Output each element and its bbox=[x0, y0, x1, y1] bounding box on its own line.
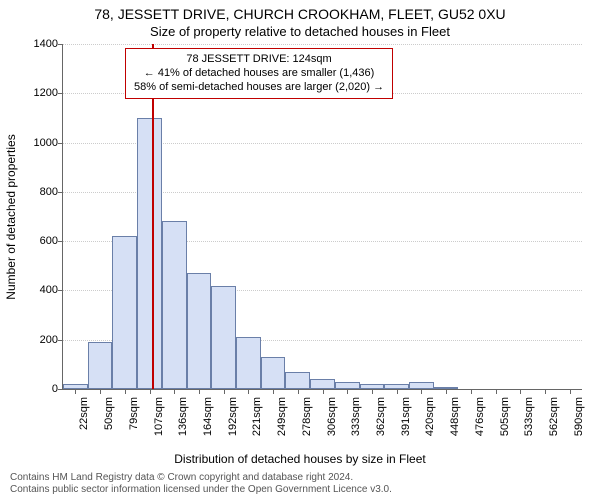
x-tick-label: 79sqm bbox=[128, 397, 140, 430]
x-axis-title: Distribution of detached houses by size … bbox=[0, 452, 600, 466]
x-tick-mark bbox=[75, 389, 76, 394]
y-tick-mark bbox=[58, 44, 63, 45]
histogram-bar bbox=[261, 357, 286, 389]
histogram-bar bbox=[187, 273, 212, 389]
chart-footer: Contains HM Land Registry data © Crown c… bbox=[10, 472, 590, 496]
x-tick-label: 362sqm bbox=[375, 397, 387, 436]
x-tick-label: 306sqm bbox=[326, 397, 338, 436]
footer-line-2: Contains public sector information licen… bbox=[10, 484, 590, 496]
y-axis-title: Number of detached properties bbox=[4, 134, 18, 299]
x-tick-mark bbox=[496, 389, 497, 394]
x-tick-label: 192sqm bbox=[227, 397, 239, 436]
x-tick-label: 420sqm bbox=[424, 397, 436, 436]
chart-subtitle: Size of property relative to detached ho… bbox=[0, 24, 600, 39]
y-tick-label: 1000 bbox=[8, 137, 58, 149]
callout-box: 78 JESSETT DRIVE: 124sqm← 41% of detache… bbox=[125, 48, 393, 99]
histogram-bar bbox=[211, 286, 236, 390]
chart-container: 78, JESSETT DRIVE, CHURCH CROOKHAM, FLEE… bbox=[0, 0, 600, 500]
histogram-bar bbox=[236, 337, 261, 389]
callout-line-1: 78 JESSETT DRIVE: 124sqm bbox=[134, 53, 384, 67]
x-tick-mark bbox=[520, 389, 521, 394]
y-tick-mark bbox=[58, 389, 63, 390]
x-tick-label: 505sqm bbox=[499, 397, 511, 436]
x-tick-label: 50sqm bbox=[103, 397, 115, 430]
x-tick-mark bbox=[372, 389, 373, 394]
x-tick-label: 249sqm bbox=[276, 397, 288, 436]
y-tick-mark bbox=[58, 93, 63, 94]
x-tick-label: 448sqm bbox=[449, 397, 461, 436]
histogram-bar bbox=[310, 379, 335, 389]
x-tick-mark bbox=[446, 389, 447, 394]
x-tick-mark bbox=[224, 389, 225, 394]
x-tick-label: 136sqm bbox=[177, 397, 189, 436]
y-tick-mark bbox=[58, 192, 63, 193]
x-tick-label: 107sqm bbox=[153, 397, 165, 436]
y-tick-label: 800 bbox=[8, 186, 58, 198]
callout-line-3: 58% of semi-detached houses are larger (… bbox=[134, 81, 384, 95]
histogram-bar bbox=[88, 342, 113, 389]
y-tick-mark bbox=[58, 143, 63, 144]
x-tick-mark bbox=[545, 389, 546, 394]
histogram-bar bbox=[137, 118, 162, 389]
y-tick-mark bbox=[58, 290, 63, 291]
chart-title: 78, JESSETT DRIVE, CHURCH CROOKHAM, FLEE… bbox=[0, 6, 600, 22]
x-tick-mark bbox=[323, 389, 324, 394]
histogram-bar bbox=[112, 236, 137, 389]
x-tick-label: 164sqm bbox=[202, 397, 214, 436]
footer-line-1: Contains HM Land Registry data © Crown c… bbox=[10, 472, 590, 484]
callout-line-2: ← 41% of detached houses are smaller (1,… bbox=[134, 67, 384, 81]
histogram-bar bbox=[285, 372, 310, 389]
x-tick-mark bbox=[347, 389, 348, 394]
y-tick-label: 1400 bbox=[8, 38, 58, 50]
x-tick-mark bbox=[397, 389, 398, 394]
x-tick-label: 562sqm bbox=[548, 397, 560, 436]
x-tick-label: 590sqm bbox=[573, 397, 585, 436]
y-tick-label: 600 bbox=[8, 235, 58, 247]
x-tick-label: 391sqm bbox=[400, 397, 412, 436]
x-tick-mark bbox=[273, 389, 274, 394]
histogram-bar bbox=[409, 382, 434, 389]
x-tick-label: 333sqm bbox=[350, 397, 362, 436]
plot-area: 78 JESSETT DRIVE: 124sqm← 41% of detache… bbox=[62, 44, 582, 390]
y-tick-label: 200 bbox=[8, 334, 58, 346]
x-tick-mark bbox=[421, 389, 422, 394]
y-tick-label: 0 bbox=[8, 383, 58, 395]
x-tick-label: 22sqm bbox=[78, 397, 90, 430]
x-tick-label: 278sqm bbox=[301, 397, 313, 436]
x-tick-mark bbox=[125, 389, 126, 394]
x-tick-mark bbox=[174, 389, 175, 394]
x-tick-mark bbox=[150, 389, 151, 394]
x-tick-label: 476sqm bbox=[474, 397, 486, 436]
y-tick-mark bbox=[58, 340, 63, 341]
y-tick-label: 1200 bbox=[8, 87, 58, 99]
x-tick-label: 533sqm bbox=[523, 397, 535, 436]
x-tick-mark bbox=[298, 389, 299, 394]
x-tick-mark bbox=[248, 389, 249, 394]
x-tick-mark bbox=[100, 389, 101, 394]
x-tick-mark bbox=[570, 389, 571, 394]
histogram-bar bbox=[162, 221, 187, 389]
x-tick-label: 221sqm bbox=[251, 397, 263, 436]
x-tick-mark bbox=[471, 389, 472, 394]
histogram-bar bbox=[335, 382, 360, 389]
x-tick-mark bbox=[199, 389, 200, 394]
y-tick-mark bbox=[58, 241, 63, 242]
y-tick-label: 400 bbox=[8, 284, 58, 296]
